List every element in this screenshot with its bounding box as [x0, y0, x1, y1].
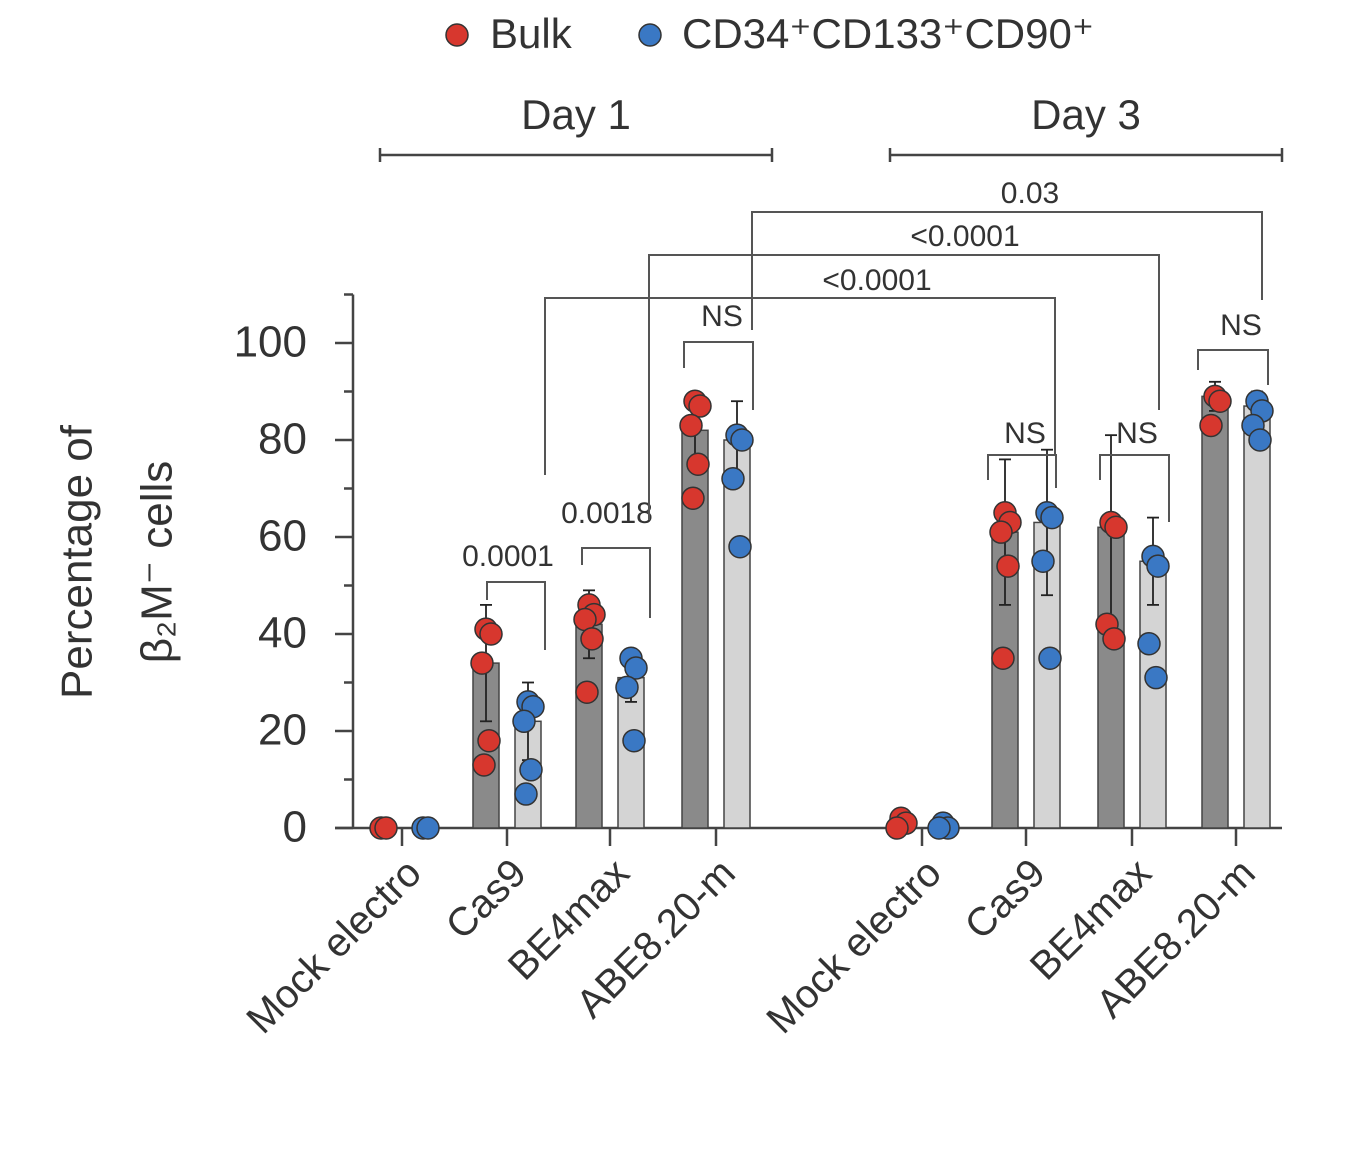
y-tick-label: 60 [258, 512, 307, 561]
significance-bracket [648, 254, 1160, 520]
data-point [477, 728, 501, 753]
data-point [1146, 554, 1170, 578]
data-point [927, 816, 951, 840]
data-point [514, 782, 538, 806]
significance-bracket [1099, 454, 1170, 522]
y-tick-label: 0 [283, 803, 307, 852]
y-tick-label: 80 [258, 415, 307, 464]
data-point [1137, 631, 1161, 656]
y-axis-title: β₂M⁻ cells [133, 461, 182, 664]
data-point [1144, 665, 1168, 690]
x-tick-label: Cas9 [438, 851, 535, 948]
data-point [622, 728, 646, 753]
legend-label: CD34⁺CD133⁺CD90⁺ [682, 10, 1094, 57]
data-point [721, 467, 745, 491]
data-point [580, 627, 604, 651]
data-point [989, 520, 1013, 544]
bar [1201, 395, 1229, 829]
significance-bracket [1197, 349, 1269, 385]
data-point [479, 622, 503, 646]
data-point [470, 651, 494, 675]
significance-label: NS [701, 300, 743, 333]
significance-label: 0.03 [1001, 177, 1059, 210]
x-tick-label: Cas9 [957, 851, 1054, 948]
bar [1243, 405, 1271, 829]
data-point [996, 554, 1020, 578]
significance-bracket [751, 211, 1263, 330]
data-point [688, 394, 712, 418]
data-point [416, 816, 440, 840]
y-tick-label: 20 [258, 706, 307, 755]
x-tick-label: Mock electro [758, 851, 949, 1042]
y-axis-title: Percentage of [53, 424, 102, 699]
significance-label: NS [1116, 417, 1158, 450]
legend-marker [445, 23, 469, 47]
data-point [1248, 428, 1272, 452]
bar [723, 439, 751, 829]
data-point [519, 758, 543, 782]
data-point [615, 675, 639, 700]
data-point [885, 816, 909, 840]
data-point [1031, 549, 1055, 573]
data-point [681, 486, 705, 510]
significance-label: 0.0001 [462, 540, 554, 573]
data-point [374, 816, 398, 840]
significance-label: <0.0001 [910, 220, 1019, 253]
data-point [1199, 413, 1223, 438]
significance-bracket [683, 341, 754, 410]
significance-label: NS [1004, 417, 1046, 450]
legend-marker [638, 23, 662, 47]
data-point [686, 452, 710, 476]
significance-bracket [581, 547, 651, 618]
data-point [624, 656, 648, 680]
y-tick-label: 100 [234, 318, 307, 367]
significance-bracket [486, 581, 546, 650]
significance-label: NS [1220, 309, 1262, 342]
group-label: Day 1 [521, 91, 631, 138]
data-point [1208, 389, 1232, 413]
legend-label: Bulk [490, 10, 573, 57]
significance-bracket [544, 297, 1056, 475]
data-point [991, 646, 1015, 670]
data-point [730, 428, 754, 452]
data-point [1104, 515, 1128, 540]
significance-label: <0.0001 [822, 264, 931, 297]
data-point [512, 709, 536, 734]
data-point [575, 680, 599, 704]
y-tick-label: 40 [258, 609, 307, 658]
x-tick-label: Mock electro [238, 851, 429, 1042]
data-point [472, 753, 496, 777]
significance-label: 0.0018 [561, 497, 653, 530]
data-point [728, 534, 752, 559]
data-point [679, 413, 703, 438]
data-point [1040, 505, 1064, 530]
significance-bracket [987, 454, 1057, 488]
group-label: Day 3 [1031, 91, 1141, 138]
data-point [1038, 646, 1062, 670]
data-point [1102, 627, 1126, 651]
